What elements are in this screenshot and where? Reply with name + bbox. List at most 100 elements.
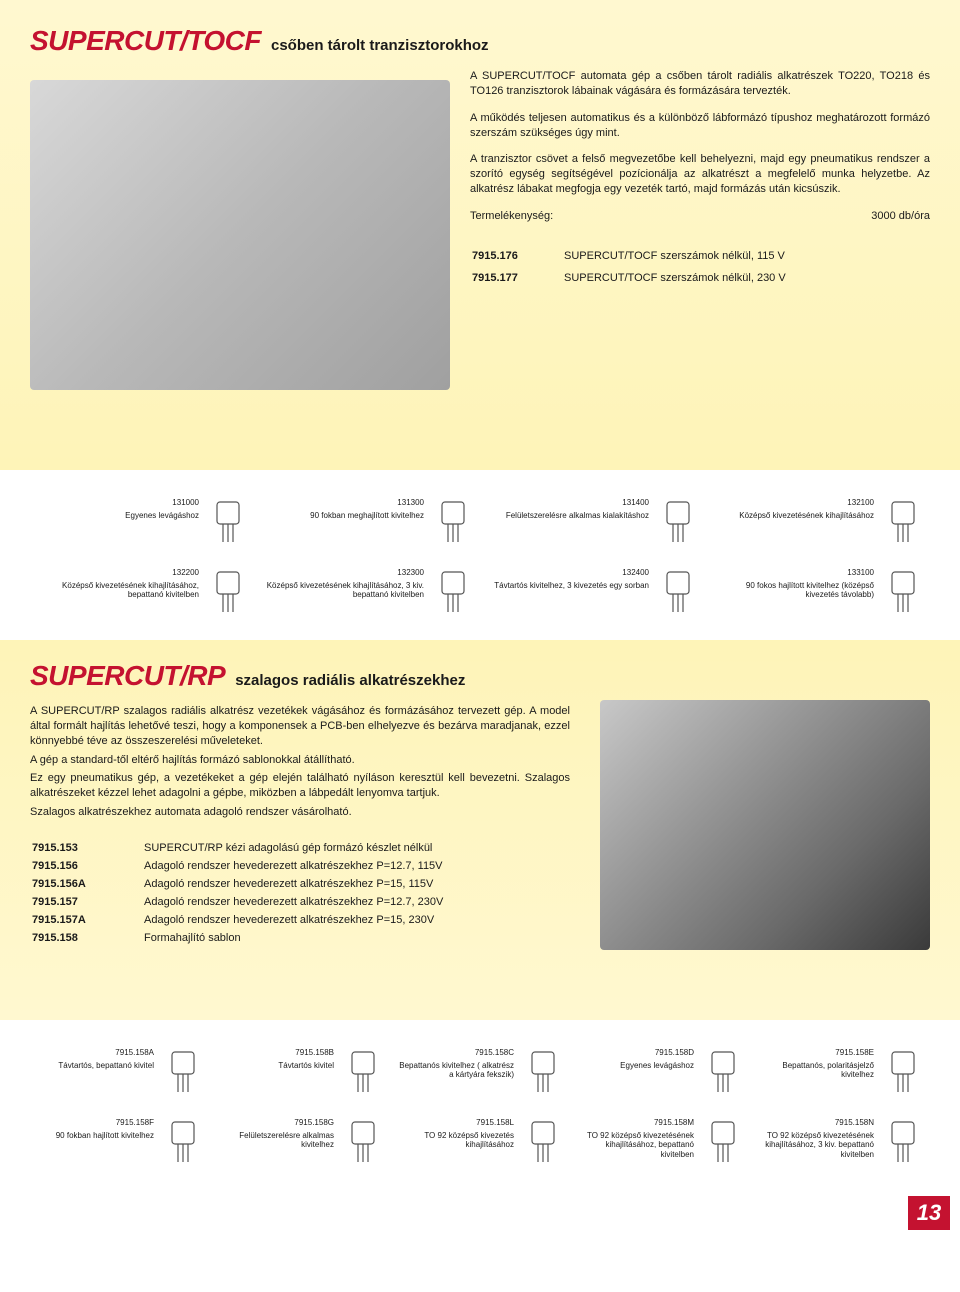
tool-item: 132400Távtartós kivitelhez, 3 kivezetés …	[480, 560, 705, 630]
component-icon	[702, 1048, 744, 1096]
tool-item: 132300 Középső kivezetésének kihajlításáh…	[255, 560, 480, 630]
component-icon	[207, 568, 249, 616]
spec-code: 7915.176	[472, 246, 562, 266]
tool-text: 7915.158EBepattanós, polaritásjelző kivi…	[756, 1048, 882, 1080]
spec-row: 7915.157AAdagoló rendszer hevederezett a…	[32, 912, 443, 928]
tool-text: 133100 90 fokos hajlított kivitelhez (köz…	[711, 568, 882, 600]
tool-desc: TO 92 középső kivezetésének kihajlításáh…	[587, 1131, 694, 1159]
section1-title: SUPERCUT/TOCF	[30, 25, 261, 57]
component-icon	[882, 1118, 924, 1166]
tool-code: 131400	[486, 498, 649, 508]
productivity-row: Termelékenység: 3000 db/óra	[470, 209, 930, 224]
spec-row: 7915.158Formahajlító sablon	[32, 930, 443, 946]
spec-row: 7915.177 SUPERCUT/TOCF szerszámok nélkül…	[472, 268, 928, 288]
section2-p1: A SUPERCUT/RP szalagos radiális alkatrés…	[30, 704, 570, 749]
spec-desc: SUPERCUT/TOCF szerszámok nélkül, 230 V	[564, 268, 928, 288]
spec-desc: Adagoló rendszer hevederezett alkatrésze…	[144, 894, 443, 910]
tool-code: 131300	[261, 498, 424, 508]
tool-desc: Felületszerelésre alkalmas kivitelhez	[239, 1131, 334, 1150]
title-row: SUPERCUT/TOCF csőben tárolt tranzisztoro…	[30, 25, 930, 57]
component-icon	[162, 1048, 204, 1096]
tool-desc: 90 fokos hajlított kivitelhez (középső k…	[746, 581, 874, 600]
tool-item: 7915.158G Felületszerelésre alkalmas kivi…	[210, 1110, 390, 1180]
page-number: 13	[908, 1196, 950, 1230]
component-icon	[342, 1118, 384, 1166]
tools-grid-1: 131000Egyenes levágáshoz 13130090 fokban …	[0, 470, 960, 640]
tool-item: 7915.158DEgyenes levágáshoz	[570, 1040, 750, 1110]
tool-desc: Bepattanós kivitelhez ( alkatrész a kárt…	[399, 1061, 514, 1080]
tool-code: 7915.158F	[36, 1118, 154, 1128]
tool-code: 7915.158G	[216, 1118, 334, 1128]
tool-code: 7915.158C	[396, 1048, 514, 1058]
tool-text: 7915.158NTO 92 középső kivezetésének kih…	[756, 1118, 882, 1159]
spec-desc: Formahajlító sablon	[144, 930, 443, 946]
title-row: SUPERCUT/RP szalagos radiális alkatrésze…	[30, 660, 930, 692]
component-icon	[207, 498, 249, 546]
tool-code: 7915.158B	[216, 1048, 334, 1058]
spec-row: 7915.153SUPERCUT/RP kézi adagolású gép f…	[32, 840, 443, 856]
machine-image-rp	[600, 700, 930, 950]
tool-code: 7915.158A	[36, 1048, 154, 1058]
tool-item: 133100 90 fokos hajlított kivitelhez (köz…	[705, 560, 930, 630]
component-icon	[432, 568, 474, 616]
spec-code: 7915.156	[32, 858, 142, 874]
tool-code: 7915.158M	[576, 1118, 694, 1128]
spec-row: 7915.156Adagoló rendszer hevederezett al…	[32, 858, 443, 874]
component-icon	[432, 498, 474, 546]
component-icon	[882, 1048, 924, 1096]
section2-p4: Szalagos alkatrészekhez automata adagoló…	[30, 805, 570, 820]
tool-text: 13130090 fokban meghajlított kivitelhez	[261, 498, 432, 520]
tool-text: 7915.158F90 fokban hajlított kivitelhez	[36, 1118, 162, 1140]
tool-code: 132400	[486, 568, 649, 578]
tool-desc: Középső kivezetésének kihajlításához, 3 …	[267, 581, 424, 600]
tool-desc: Középső kivezetésének kihajlításához	[739, 511, 874, 520]
productivity-value: 3000 db/óra	[871, 209, 930, 224]
tool-desc: Bepattanós, polaritásjelző kivitelhez	[782, 1061, 874, 1080]
section-supercut-rp: SUPERCUT/RP szalagos radiális alkatrésze…	[0, 640, 960, 1020]
tool-code: 132200	[36, 568, 199, 578]
spec-desc: Adagoló rendszer hevederezett alkatrésze…	[144, 858, 443, 874]
spec-desc: SUPERCUT/TOCF szerszámok nélkül, 115 V	[564, 246, 928, 266]
tool-desc: Egyenes levágáshoz	[125, 511, 199, 520]
tool-text: 7915.158A Távtartós, bepattanó kivitel	[36, 1048, 162, 1070]
component-icon	[342, 1048, 384, 1096]
tool-desc: TO 92 középső kivezetésének kihajlításáh…	[765, 1131, 874, 1159]
spec-row: 7915.176 SUPERCUT/TOCF szerszámok nélkül…	[472, 246, 928, 266]
component-icon	[657, 568, 699, 616]
machine-image-tocf	[30, 80, 450, 390]
tool-desc: Távtartós, bepattanó kivitel	[58, 1061, 154, 1070]
productivity-label: Termelékenység:	[470, 209, 553, 224]
spec-code: 7915.157	[32, 894, 142, 910]
tool-text: 7915.158G Felületszerelésre alkalmas kivi…	[216, 1118, 342, 1150]
spec-code: 7915.153	[32, 840, 142, 856]
spec-code: 7915.156A	[32, 876, 142, 892]
section1-p2: A működés teljesen automatikus és a külö…	[470, 111, 930, 141]
section2-description: A SUPERCUT/RP szalagos radiális alkatrés…	[30, 704, 570, 820]
tool-text: 131000Egyenes levágáshoz	[36, 498, 207, 520]
component-icon	[522, 1048, 564, 1096]
spec-row: 7915.157Adagoló rendszer hevederezett al…	[32, 894, 443, 910]
tool-item: 7915.158A Távtartós, bepattanó kivitel	[30, 1040, 210, 1110]
tool-code: 132300	[261, 568, 424, 578]
tool-text: 132400Távtartós kivitelhez, 3 kivezetés …	[486, 568, 657, 590]
tool-desc: Távtartós kivitel	[278, 1061, 334, 1070]
tool-text: 7915.158M TO 92 középső kivezetésének kih…	[576, 1118, 702, 1159]
section1-subtitle: csőben tárolt tranzisztorokhoz	[271, 37, 489, 54]
tool-item: 7915.158F90 fokban hajlított kivitelhez	[30, 1110, 210, 1180]
tool-item: 7915.158M TO 92 középső kivezetésének kih…	[570, 1110, 750, 1180]
tool-item: 7915.158B Távtartós kivitel	[210, 1040, 390, 1110]
component-icon	[522, 1118, 564, 1166]
spec-code: 7915.158	[32, 930, 142, 946]
section2-subtitle: szalagos radiális alkatrészekhez	[235, 672, 465, 689]
tool-item: 132200Középső kivezetésének kihajlításáh…	[30, 560, 255, 630]
tool-code: 133100	[711, 568, 874, 578]
tool-text: 7915.158B Távtartós kivitel	[216, 1048, 342, 1070]
tool-item: 7915.158NTO 92 középső kivezetésének kih…	[750, 1110, 930, 1180]
tool-item: 131400 Felületszerelésre alkalmas kialakí…	[480, 490, 705, 560]
tool-text: 7915.158LTO 92 középső kivezetés kihajlí…	[396, 1118, 522, 1150]
section1-description: A SUPERCUT/TOCF automata gép a csőben tá…	[470, 69, 930, 224]
section2-p3: Ez egy pneumatikus gép, a vezetékeket a …	[30, 771, 570, 801]
section1-p3: A tranzisztor csövet a felső megvezetőbe…	[470, 152, 930, 197]
tool-desc: Felületszerelésre alkalmas kialakításhoz	[506, 511, 649, 520]
tool-text: 131400 Felületszerelésre alkalmas kialakí…	[486, 498, 657, 520]
